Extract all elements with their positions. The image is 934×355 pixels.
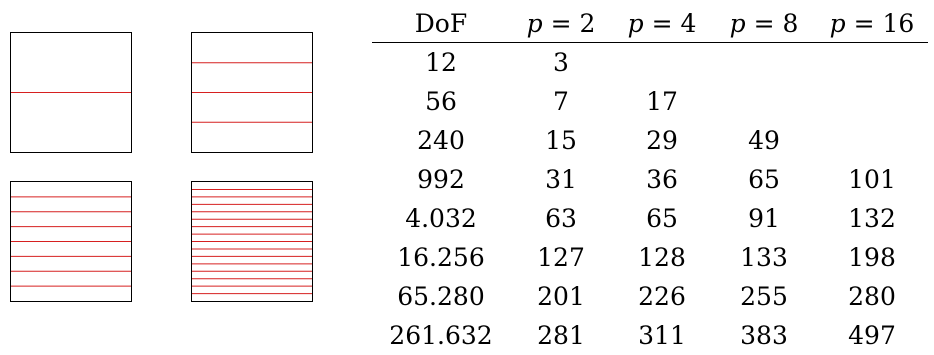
mesh-panel-1-lines <box>11 33 131 152</box>
table-cell: 31 <box>545 165 577 194</box>
table-cell <box>816 82 928 121</box>
table-cell: 56 <box>425 87 457 116</box>
header-p16-op: = <box>845 8 883 38</box>
header-p4-value: 4 <box>680 8 697 38</box>
header-p16-var: p <box>829 8 846 38</box>
header-p8-op: = <box>745 8 783 38</box>
table-cell: 127 <box>537 243 585 272</box>
mesh-panel-4-lines <box>192 182 312 301</box>
table-cell: 261.632 <box>389 321 493 350</box>
header-p8-var: p <box>729 8 746 38</box>
table-cell: 3 <box>553 48 569 77</box>
header-p8-value: 8 <box>782 8 799 38</box>
table-cell <box>816 43 928 83</box>
mesh-panel-3-lines <box>11 182 131 301</box>
table-cell: 280 <box>848 282 896 311</box>
table-cell: 311 <box>638 321 686 350</box>
table-cell: 255 <box>740 282 788 311</box>
table-header-row: DoF p = 2 p = 4 p = 8 p = 16 <box>372 0 928 43</box>
table-cell: 91 <box>748 204 780 233</box>
table-row: 65.280 201 226 255 280 <box>372 277 928 316</box>
table-cell: 226 <box>638 282 686 311</box>
table-row: 992 31 36 65 101 <box>372 160 928 199</box>
table-cell: 201 <box>537 282 585 311</box>
mesh-panel-1 <box>10 32 132 153</box>
header-p8: p = 8 <box>712 0 816 43</box>
table-row: 261.632 281 311 383 497 <box>372 316 928 355</box>
table-cell: 240 <box>417 126 465 155</box>
table-cell: 29 <box>646 126 678 155</box>
table-cell: 17 <box>646 87 678 116</box>
table-row: 56 7 17 <box>372 82 928 121</box>
dof-table-wrap: DoF p = 2 p = 4 p = 8 p = 16 <box>372 0 934 355</box>
table-cell <box>712 43 816 83</box>
mesh-panel-2-lines <box>192 33 312 152</box>
table-cell: 383 <box>740 321 788 350</box>
table-cell: 65.280 <box>397 282 485 311</box>
mesh-panel-2 <box>191 32 313 153</box>
table-cell: 7 <box>553 87 569 116</box>
table-cell: 63 <box>545 204 577 233</box>
header-p4-var: p <box>627 8 644 38</box>
table-row: 4.032 63 65 91 132 <box>372 199 928 238</box>
table-cell: 49 <box>748 126 780 155</box>
table-cell: 132 <box>848 204 896 233</box>
table-cell: 281 <box>537 321 585 350</box>
mesh-panel-3 <box>10 181 132 302</box>
table-row: 12 3 <box>372 43 928 83</box>
table-cell: 65 <box>646 204 678 233</box>
table-cell: 36 <box>646 165 678 194</box>
table-cell: 992 <box>417 165 465 194</box>
table-cell: 12 <box>425 48 457 77</box>
dof-table: DoF p = 2 p = 4 p = 8 p = 16 <box>372 0 928 355</box>
header-p2-var: p <box>526 8 543 38</box>
table-cell <box>816 121 928 160</box>
figure: DoF p = 2 p = 4 p = 8 p = 16 <box>10 11 928 348</box>
table-cell: 65 <box>748 165 780 194</box>
table-cell: 16.256 <box>397 243 485 272</box>
header-p4: p = 4 <box>612 0 712 43</box>
header-p16: p = 16 <box>816 0 928 43</box>
table-cell <box>612 43 712 83</box>
table-cell: 198 <box>848 243 896 272</box>
table-cell: 101 <box>848 165 896 194</box>
header-dof: DoF <box>372 0 510 43</box>
header-dof-label: DoF <box>414 8 468 38</box>
table-cell <box>712 82 816 121</box>
header-p4-op: = <box>643 8 681 38</box>
header-p2-op: = <box>542 8 580 38</box>
table-cell: 128 <box>638 243 686 272</box>
table-row: 16.256 127 128 133 198 <box>372 238 928 277</box>
header-p2-value: 2 <box>579 8 596 38</box>
header-p2: p = 2 <box>510 0 612 43</box>
table-cell: 4.032 <box>405 204 477 233</box>
table-cell: 133 <box>740 243 788 272</box>
header-p16-value: 16 <box>882 8 915 38</box>
table-cell: 15 <box>545 126 577 155</box>
table-row: 240 15 29 49 <box>372 121 928 160</box>
table-cell: 497 <box>848 321 896 350</box>
mesh-panel-4 <box>191 181 313 302</box>
